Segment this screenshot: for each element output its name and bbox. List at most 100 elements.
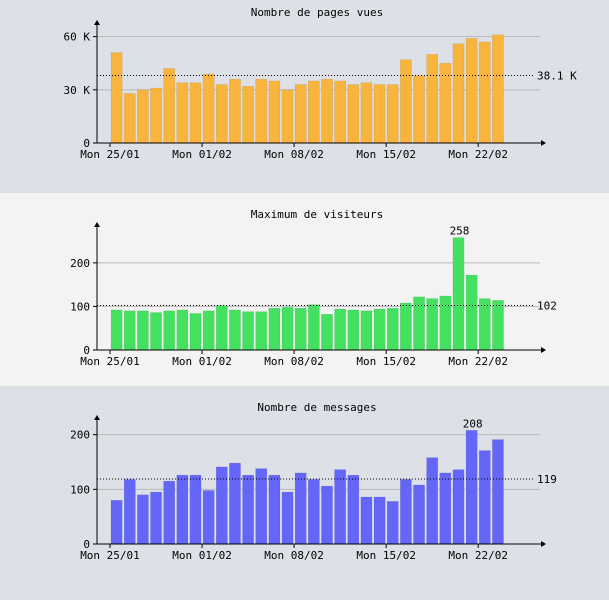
pageviews-bar — [308, 80, 320, 144]
pageviews-bar — [426, 54, 439, 144]
pageviews-y-tick-label: 0 — [83, 137, 90, 150]
pageviews-bar — [163, 68, 176, 144]
pageviews-bar — [373, 84, 386, 144]
pageviews-x-tick-label: Mon 01/02 — [172, 148, 232, 161]
visitors-bar — [137, 310, 149, 351]
visitors-x-axis-arrow-icon — [541, 347, 546, 353]
messages-x-tick-label: Mon 22/02 — [448, 549, 508, 562]
pageviews-bar — [268, 80, 281, 144]
pageviews-bar — [137, 89, 149, 144]
messages-bar — [321, 485, 333, 545]
visitors-chart-panel: Maximum de visiteurs 0 100 200 Mon 25/01 Mon … — [0, 193, 609, 386]
messages-bar — [202, 490, 215, 545]
visitors-bar — [308, 304, 320, 351]
messages-bar — [123, 479, 136, 545]
visitors-bar — [360, 310, 373, 351]
messages-max-label: 208 — [463, 417, 483, 430]
pageviews-bar — [294, 84, 307, 144]
messages-bar — [268, 474, 281, 545]
messages-bar — [452, 469, 465, 545]
messages-bar — [176, 474, 189, 545]
messages-bar — [426, 457, 439, 545]
visitors-bar — [215, 305, 228, 351]
visitors-bar — [386, 307, 399, 351]
messages-x-tick-label: Mon 01/02 — [172, 549, 232, 562]
pageviews-bar — [334, 80, 346, 144]
visitors-bar — [492, 300, 504, 351]
visitors-average-label: 102 — [537, 300, 557, 313]
pageviews-bar — [413, 75, 425, 144]
pageviews-bar — [176, 82, 189, 144]
pageviews-bar — [386, 84, 399, 144]
messages-bar — [242, 474, 254, 545]
visitors-bar — [202, 310, 215, 351]
messages-bar — [137, 494, 149, 545]
messages-bar — [281, 491, 294, 545]
visitors-bar — [439, 295, 452, 351]
visitors-bar — [400, 302, 412, 351]
messages-bar — [163, 480, 176, 545]
visitors-bar — [373, 308, 386, 351]
visitors-bar — [150, 312, 162, 351]
visitors-x-tick-label: Mon 25/01 — [80, 355, 140, 368]
pageviews-x-tick-label: Mon 08/02 — [264, 148, 324, 161]
messages-x-tick-label: Mon 25/01 — [80, 549, 140, 562]
pageviews-bar — [347, 84, 360, 144]
pageviews-bar — [360, 82, 373, 144]
messages-bar — [386, 501, 399, 545]
messages-chart-panel: Nombre de messages 0 100 200 Mon 25/01 Mon 01… — [0, 386, 609, 600]
visitors-bar — [452, 237, 465, 351]
pageviews-x-tick-label: Mon 22/02 — [448, 148, 508, 161]
visitors-bar — [478, 298, 491, 351]
messages-bar — [492, 439, 504, 545]
visitors-bar — [465, 274, 478, 351]
messages-bar — [334, 469, 346, 545]
messages-bar — [294, 472, 307, 545]
visitors-bar — [334, 308, 346, 351]
messages-bar — [360, 496, 373, 545]
messages-chart-title: Nombre de messages — [257, 401, 376, 414]
pageviews-bar — [452, 43, 465, 144]
pageviews-chart: Nombre de pages vues 0 30 K 60 K Mon 25/01 Mo… — [64, 0, 578, 161]
pageviews-chart-title: Nombre de pages vues — [251, 6, 383, 19]
visitors-bar — [321, 314, 333, 351]
visitors-bar — [281, 307, 294, 351]
visitors-x-tick-label: Mon 08/02 — [264, 355, 324, 368]
messages-bar — [439, 472, 452, 545]
visitors-y-tick-label: 0 — [83, 344, 90, 357]
visitors-bar — [242, 311, 254, 351]
visitors-bar — [176, 309, 189, 351]
pageviews-bar — [110, 52, 123, 144]
visitors-bar — [229, 309, 241, 351]
pageviews-bar — [229, 78, 241, 144]
messages-y-tick-label: 100 — [70, 483, 90, 496]
pageviews-bar — [321, 78, 333, 144]
messages-bar — [189, 474, 202, 545]
visitors-bar — [268, 307, 281, 351]
messages-bar — [110, 500, 123, 545]
pageviews-average-label: 38.1 K — [537, 69, 577, 82]
pageviews-bar — [281, 89, 294, 144]
visitors-bar — [294, 307, 307, 351]
visitors-bar — [426, 298, 439, 351]
pageviews-chart-panel: Nombre de pages vues 0 30 K 60 K Mon 25/01 Mo… — [0, 0, 609, 193]
visitors-bar — [413, 296, 425, 351]
visitors-chart: Maximum de visiteurs 0 100 200 Mon 25/01 Mon … — [70, 208, 557, 368]
messages-chart: Nombre de messages 0 100 200 Mon 25/01 Mon 01… — [70, 401, 557, 562]
visitors-x-tick-label: Mon 01/02 — [172, 355, 232, 368]
messages-bar — [478, 450, 491, 545]
visitors-bar — [163, 310, 176, 351]
pageviews-x-axis-arrow-icon — [541, 140, 546, 146]
messages-bar — [400, 479, 412, 545]
messages-x-tick-label: Mon 15/02 — [356, 549, 416, 562]
visitors-y-tick-label: 200 — [70, 257, 90, 270]
visitors-bar — [123, 310, 136, 351]
pageviews-max-label: 61022 — [496, 0, 529, 3]
pageviews-bar — [242, 86, 254, 144]
visitors-y-axis-arrow-icon — [94, 222, 100, 227]
messages-x-tick-label: Mon 08/02 — [264, 549, 324, 562]
messages-y-tick-label: 200 — [70, 429, 90, 442]
pageviews-bar — [123, 93, 136, 144]
visitors-bar — [255, 311, 268, 351]
messages-y-axis-arrow-icon — [94, 415, 100, 420]
